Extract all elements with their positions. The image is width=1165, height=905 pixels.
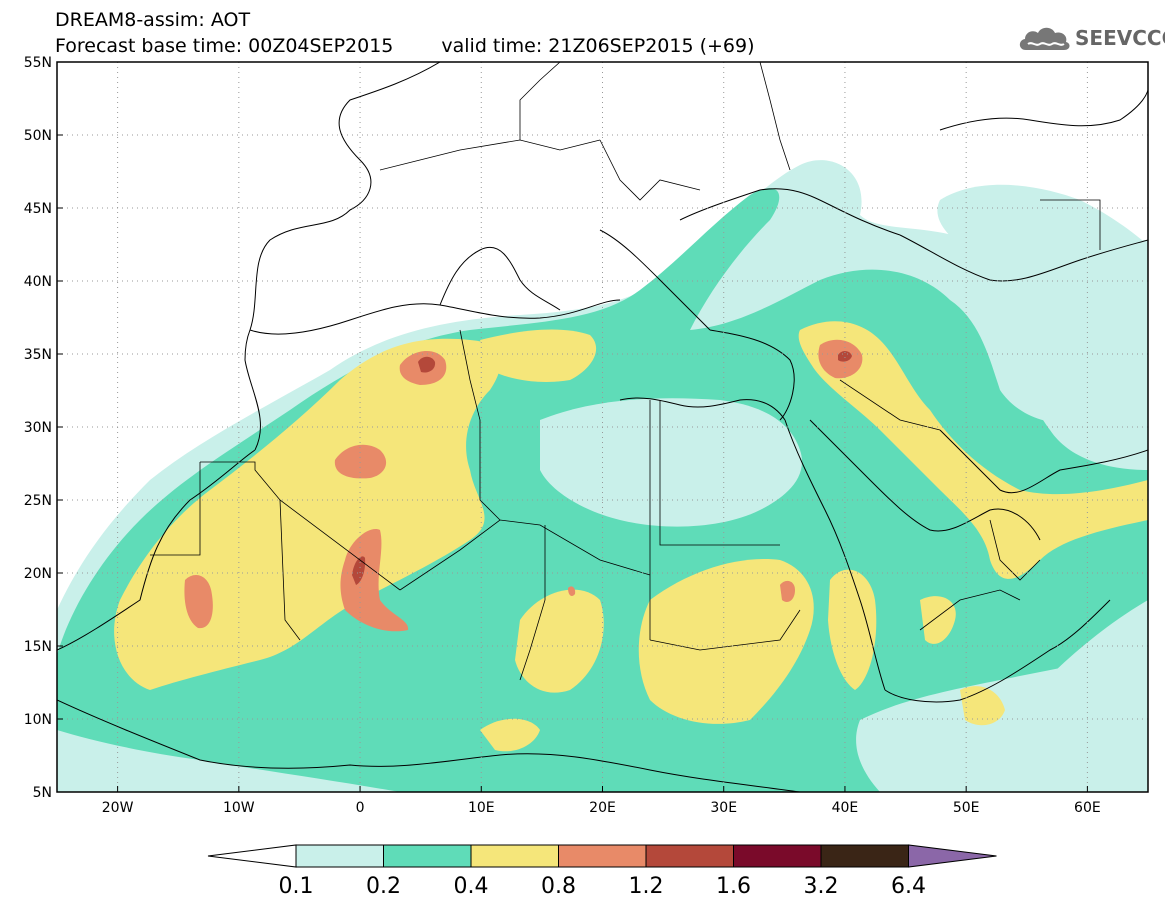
lat-label: 10N xyxy=(24,712,52,728)
colorbar-labels: 0.1 0.2 0.4 0.8 1.2 1.6 3.2 6.4 xyxy=(279,874,927,899)
lon-label: 10W xyxy=(223,800,255,816)
colorbar-box xyxy=(733,844,822,868)
colorbar-label: 3.2 xyxy=(804,874,839,899)
lat-label: 25N xyxy=(24,493,52,509)
logo-text: SEEVCCC xyxy=(1075,26,1165,50)
aot-band-1.2 xyxy=(352,350,852,585)
colorbar-label: 0.2 xyxy=(366,874,401,899)
coastlines xyxy=(57,62,1148,792)
colorbar-boxes xyxy=(207,844,997,868)
seevccc-logo: SEEVCCC xyxy=(1016,22,1165,54)
latitude-labels: 55N 50N 45N 40N 35N 30N 25N 20N 15N 10N 5N xyxy=(24,55,63,801)
lon-label: 20W xyxy=(102,800,134,816)
lat-label: 5N xyxy=(33,785,52,801)
lat-label: 40N xyxy=(24,274,52,290)
colorbar-label: 6.4 xyxy=(891,874,926,899)
product-title: DREAM8-assim: AOT xyxy=(55,9,251,31)
colorbar-box xyxy=(820,844,909,868)
lat-label: 35N xyxy=(24,347,52,363)
colorbar-label: 0.4 xyxy=(454,874,489,899)
colorbar-box xyxy=(383,844,472,868)
lat-label: 30N xyxy=(24,420,52,436)
lat-label: 20N xyxy=(24,566,52,582)
grid-lines xyxy=(57,62,1148,792)
colorbar-box xyxy=(470,844,559,868)
lon-label: 50E xyxy=(953,800,980,816)
base-time: Forecast base time: 00Z04SEP2015 xyxy=(55,35,394,57)
aot-band-0.8 xyxy=(184,339,863,632)
colorbar-extend-low xyxy=(207,844,297,868)
time-info: Forecast base time: 00Z04SEP2015 valid ti… xyxy=(55,36,755,56)
lon-label: 40E xyxy=(832,800,859,816)
lon-label: 0 xyxy=(356,800,365,816)
lat-label: 15N xyxy=(24,639,52,655)
valid-time: valid time: 21Z06SEP2015 (+69) xyxy=(441,35,755,57)
colorbar-label: 1.6 xyxy=(716,874,751,899)
aot-fields xyxy=(57,160,1148,792)
colorbar-label: 0.8 xyxy=(541,874,576,899)
lon-label: 60E xyxy=(1074,800,1101,816)
lon-label: 20E xyxy=(589,800,616,816)
country-borders xyxy=(150,62,1101,681)
aot-band-0.1-inner xyxy=(540,356,1148,792)
lat-label: 55N xyxy=(24,55,52,71)
lon-label: 10E xyxy=(468,800,495,816)
cloud-icon xyxy=(1019,27,1070,50)
lat-label: 45N xyxy=(24,201,52,217)
colorbar-box xyxy=(558,844,647,868)
colorbar-label: 1.2 xyxy=(629,874,664,899)
longitude-labels: 20W 10W 0 10E 20E 30E 40E 50E 60E xyxy=(102,786,1101,816)
lat-label: 50N xyxy=(24,128,52,144)
colorbar-extend-high xyxy=(908,844,997,868)
colorbar-label: 0.1 xyxy=(279,874,314,899)
lon-label: 30E xyxy=(710,800,737,816)
colorbar-box xyxy=(295,844,384,868)
colorbar-box xyxy=(645,844,734,868)
